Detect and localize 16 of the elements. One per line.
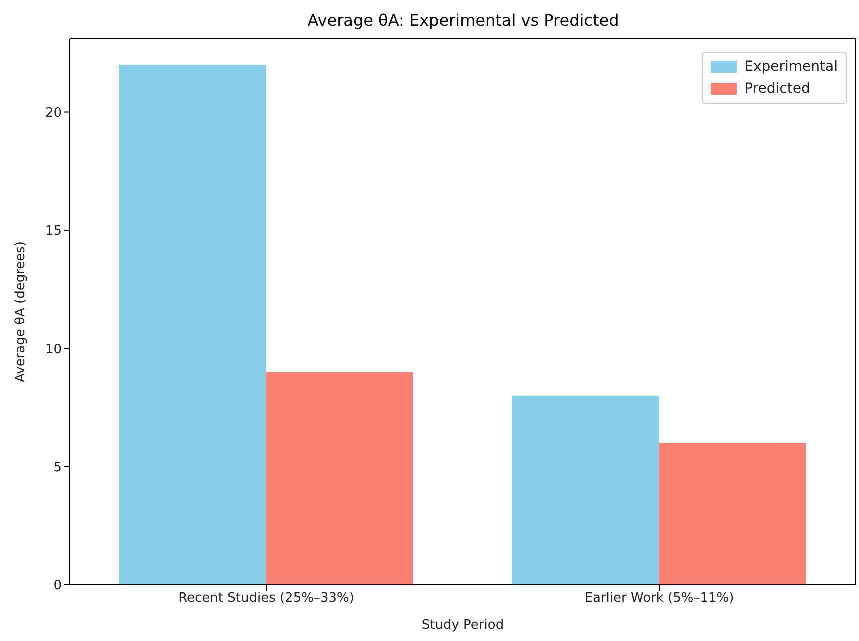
x-tick-label: Recent Studies (25%–33%) <box>178 591 354 606</box>
y-tick-label: 5 <box>54 460 62 476</box>
y-tick-label: 15 <box>45 224 62 240</box>
chart-title: Average θA: Experimental vs Predicted <box>306 10 620 32</box>
legend-label: Predicted <box>744 80 810 99</box>
y-tick-label: 10 <box>45 342 62 358</box>
bar <box>266 372 414 585</box>
bar <box>512 396 660 585</box>
y-axis-title: Average θA (degrees) <box>14 242 29 382</box>
x-axis-title: Study Period <box>422 618 504 633</box>
y-tick-label: 0 <box>54 578 62 594</box>
bar <box>119 65 266 585</box>
x-tick-label: Earlier Work (5%–11%) <box>584 591 734 606</box>
y-tick-label: 20 <box>45 106 62 121</box>
legend-label: Experimental <box>744 58 838 77</box>
bar <box>659 443 806 585</box>
